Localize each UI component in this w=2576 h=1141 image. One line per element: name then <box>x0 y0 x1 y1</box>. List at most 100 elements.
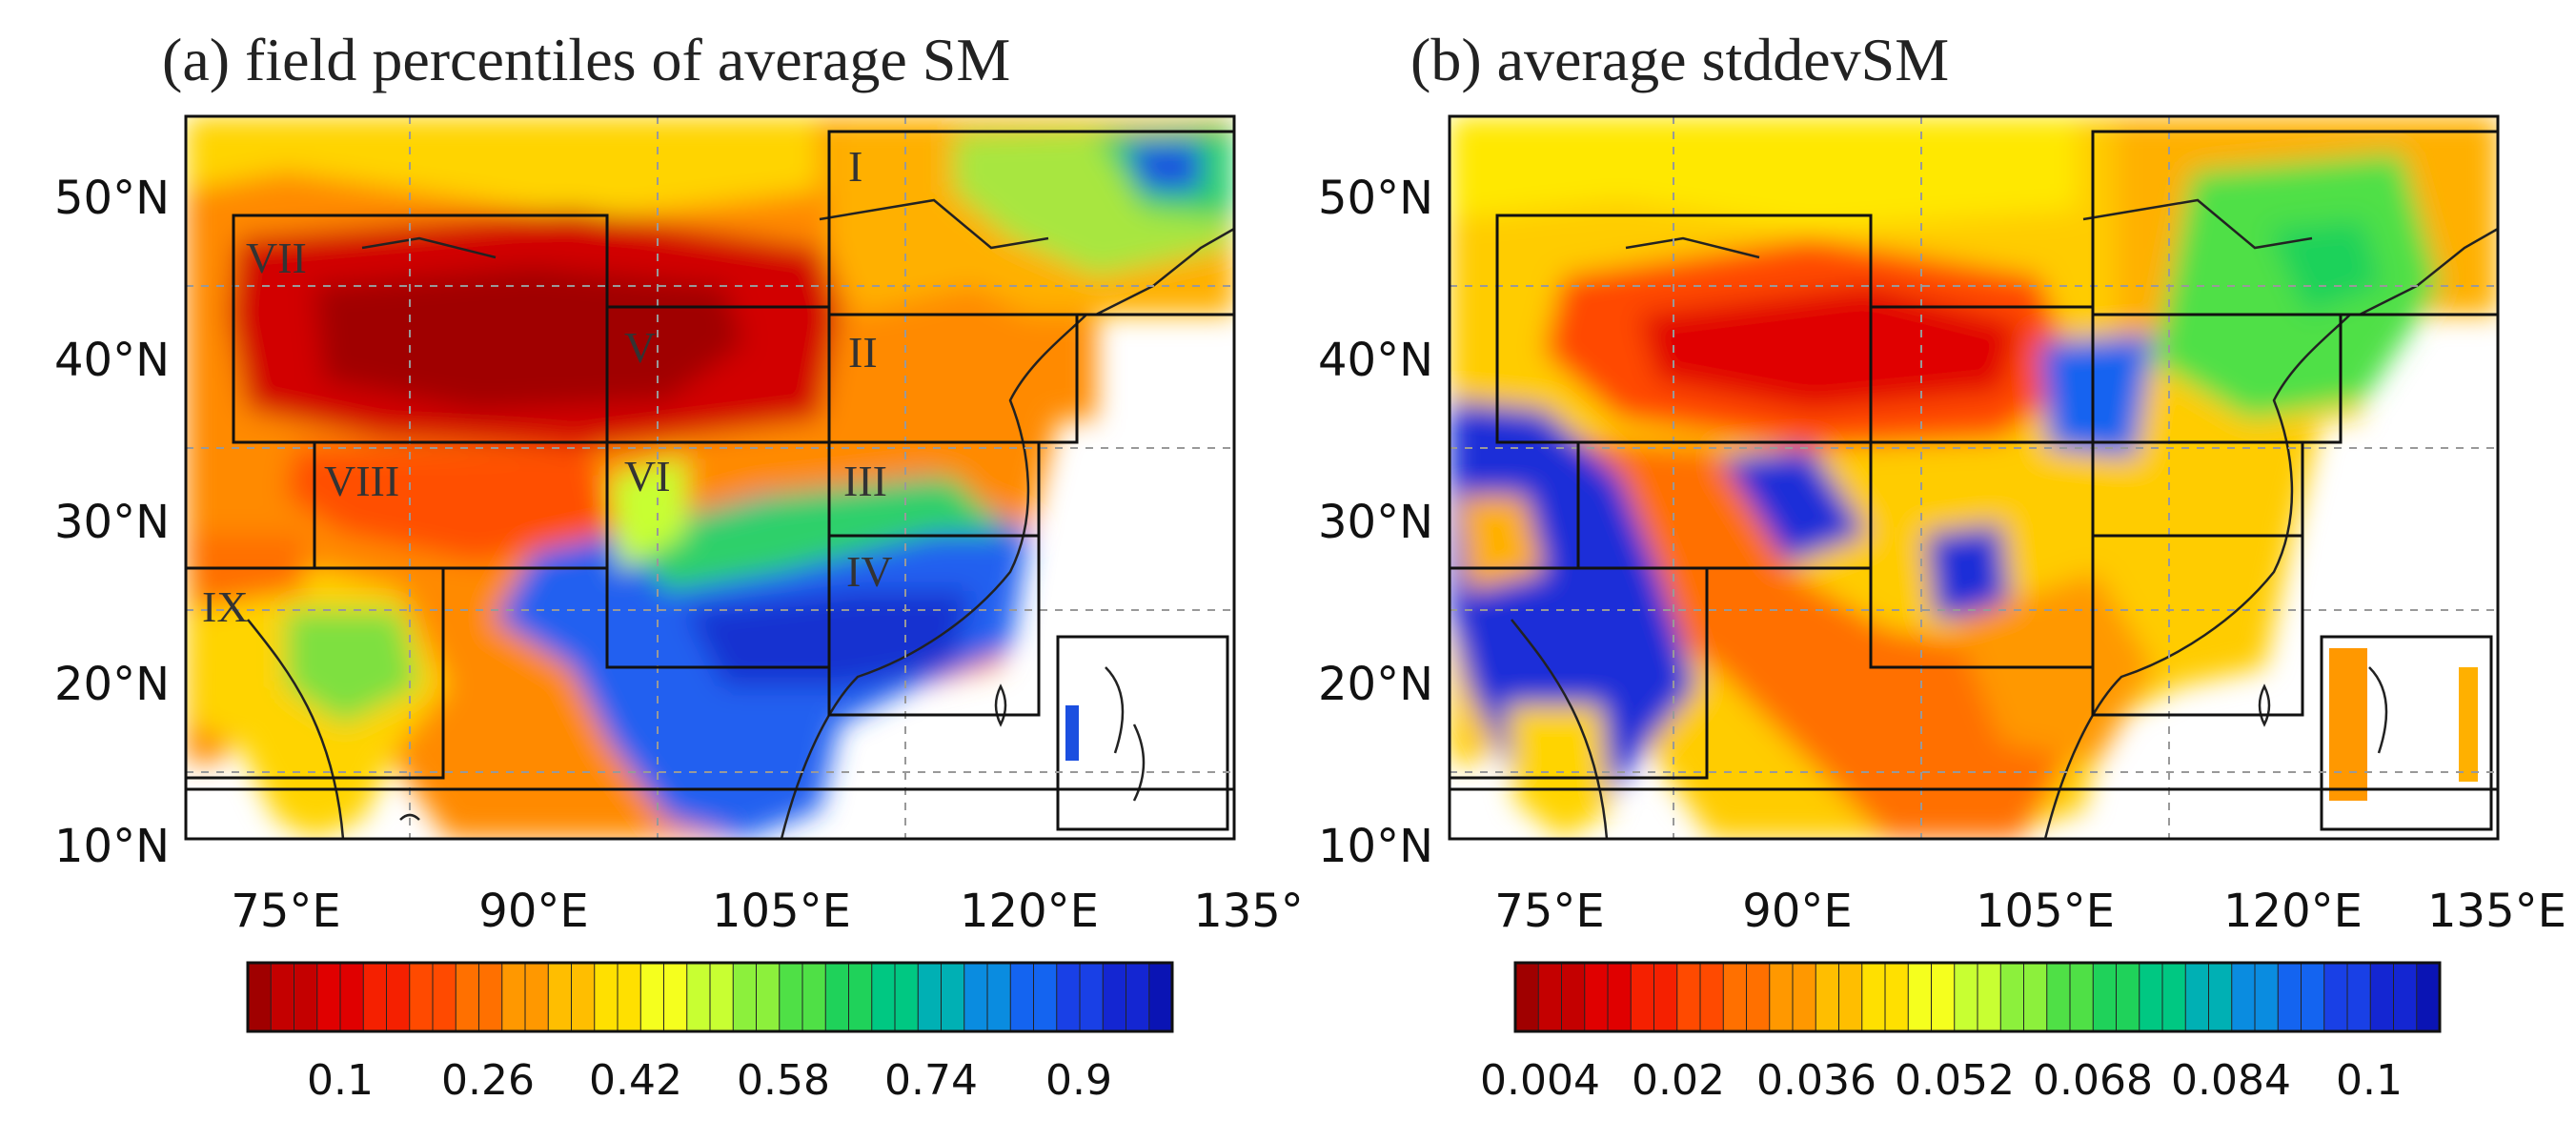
lon-tick: 120°E <box>2223 885 2363 938</box>
colorbar-swatch <box>2092 962 2118 1032</box>
lat-tick: 30°N <box>54 496 170 549</box>
colorbar-swatch <box>1102 962 1127 1032</box>
colorbar-swatch <box>1009 962 1035 1032</box>
colorbar-swatch <box>779 962 804 1032</box>
colorbar-swatch <box>2184 962 2210 1032</box>
region-label-II: II <box>848 328 878 377</box>
colorbar-a-label: 0.58 <box>737 1056 830 1105</box>
colorbar-swatch <box>1884 962 1910 1032</box>
colorbar-swatch <box>339 962 365 1032</box>
colorbar-a-label: 0.42 <box>589 1056 682 1105</box>
colorbar-swatch <box>478 962 503 1032</box>
colorbar-swatch <box>1931 962 1956 1032</box>
colorbar-b-label: 0.02 <box>1632 1056 1725 1105</box>
colorbar-swatch <box>1033 962 1058 1032</box>
colorbar-swatch <box>709 962 735 1032</box>
region-label-IX: IX <box>202 582 249 631</box>
lat-tick: 20°N <box>54 658 170 711</box>
colorbar-swatch <box>2301 962 2325 1032</box>
colorbar-swatch <box>941 962 965 1032</box>
panel-a-title: (a) field percentiles of average SM <box>162 26 1010 93</box>
colorbar-frame <box>246 961 1174 1033</box>
region-label-IV: IV <box>846 547 893 596</box>
panel-a-frame <box>184 114 1236 841</box>
colorbar-swatch <box>316 962 342 1032</box>
lon-tick: 120°E <box>960 885 1099 938</box>
colorbar-swatch <box>432 962 457 1032</box>
colorbar-swatch <box>2023 962 2048 1032</box>
colorbar-swatch <box>801 962 827 1032</box>
colorbar-swatch <box>2046 962 2072 1032</box>
colorbar-swatch <box>294 962 318 1032</box>
colorbar-swatch <box>2139 962 2164 1032</box>
colorbar-swatch <box>663 962 688 1032</box>
colorbar-swatch <box>1653 962 1678 1032</box>
colorbar-swatch <box>871 962 897 1032</box>
colorbar-swatch <box>1792 962 1817 1032</box>
colorbar-a-label: 0.26 <box>441 1056 535 1105</box>
colorbar-b-label: 0.052 <box>1895 1056 2015 1105</box>
colorbar-swatch <box>1079 962 1105 1032</box>
panel-a-map <box>186 116 1234 839</box>
colorbar-swatch <box>501 962 527 1032</box>
lon-tick: 105°E <box>1976 885 2115 938</box>
colorbar-b-label: 0.068 <box>2033 1056 2153 1105</box>
colorbar-swatch <box>1907 962 1933 1032</box>
colorbar-swatch <box>639 962 665 1032</box>
colorbar-frame <box>1513 961 2442 1033</box>
lat-tick: 10°N <box>1318 820 1433 873</box>
colorbar-swatch <box>986 962 1012 1032</box>
colorbar-swatch <box>1056 962 1082 1032</box>
region-label-VII: VII <box>246 234 307 282</box>
colorbar-swatch <box>1607 962 1633 1032</box>
colorbar-swatch <box>1699 962 1725 1032</box>
colorbar-swatch <box>524 962 550 1032</box>
panel-b: (b) average stddevSM <box>1318 26 2566 1105</box>
lat-tick: 50°N <box>54 172 170 225</box>
colorbar-swatch <box>2069 962 2095 1032</box>
colorbar-swatch <box>1722 962 1748 1032</box>
lat-tick: 50°N <box>1318 172 1433 225</box>
colorbar-swatch <box>362 962 388 1032</box>
panel-b-map <box>1450 116 2498 839</box>
colorbar-a-label: 0.74 <box>884 1056 978 1105</box>
colorbar-swatch <box>2323 962 2349 1032</box>
colorbar-swatch <box>2369 962 2395 1032</box>
region-label-III: III <box>843 457 887 505</box>
lon-tick: 105°E <box>712 885 851 938</box>
colorbar-swatch <box>963 962 989 1032</box>
lon-tick: 90°E <box>478 885 588 938</box>
colorbar-swatch <box>1999 962 2025 1032</box>
panel-a: (a) field percentiles of average SM <box>54 26 1304 1105</box>
colorbar-swatch <box>1537 962 1563 1032</box>
colorbar-swatch <box>1769 962 1795 1032</box>
colorbar-swatch <box>617 962 642 1032</box>
colorbar-swatch <box>594 962 619 1032</box>
lat-tick: 30°N <box>1318 496 1433 549</box>
colorbar-b <box>1513 961 2442 1033</box>
colorbar-swatch <box>409 962 435 1032</box>
colorbar-swatch <box>2277 962 2302 1032</box>
region-label-V: V <box>624 323 656 372</box>
colorbar-swatch <box>756 962 781 1032</box>
colorbar-b-label: 0.036 <box>1756 1056 1876 1105</box>
colorbar-swatch <box>1630 962 1655 1032</box>
colorbar-a <box>246 961 1174 1033</box>
colorbar-swatch <box>2254 962 2280 1032</box>
colorbar-swatch <box>1584 962 1610 1032</box>
lon-tick: 135°E <box>2427 885 2566 938</box>
colorbar-a-label: 0.9 <box>1045 1056 1112 1105</box>
colorbar-a-label: 0.1 <box>307 1056 374 1105</box>
colorbar-swatch <box>732 962 758 1032</box>
colorbar-b-label: 0.1 <box>2336 1056 2403 1105</box>
panel-b-title: (b) average stddevSM <box>1410 26 1949 93</box>
colorbar-swatch <box>2346 962 2372 1032</box>
colorbar-swatch <box>270 962 295 1032</box>
lon-tick: 75°E <box>1494 885 1604 938</box>
colorbar-swatch <box>2116 962 2140 1032</box>
region-label-VI: VI <box>624 452 671 500</box>
region-label-VIII: VIII <box>324 457 399 505</box>
colorbar-swatch <box>1861 962 1887 1032</box>
colorbar-swatch <box>386 962 411 1032</box>
